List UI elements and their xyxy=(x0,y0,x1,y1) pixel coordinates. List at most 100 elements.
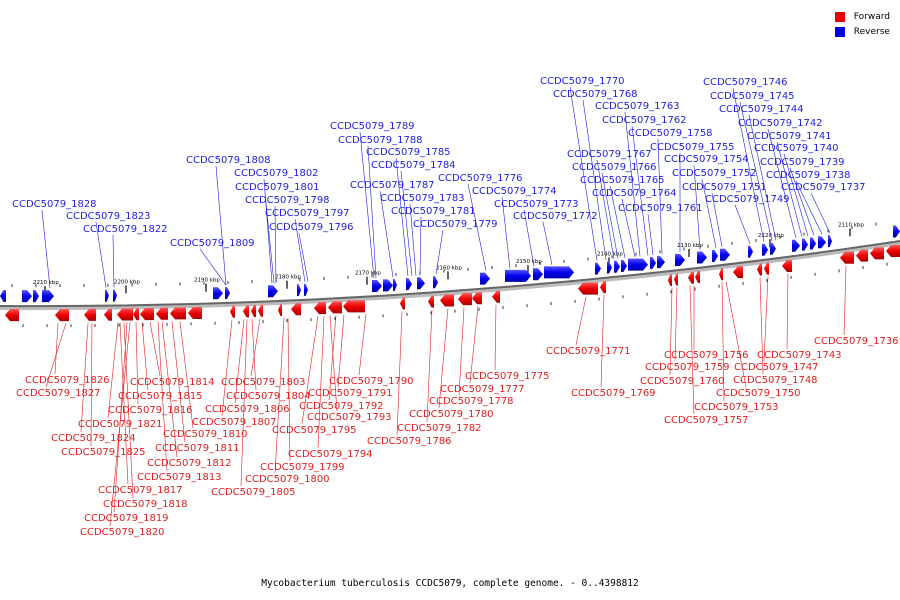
forward-leader-line xyxy=(287,317,291,462)
reverse-gene-label: CCDC5079_1761 xyxy=(618,203,703,214)
reverse-gene-arrow xyxy=(650,256,656,269)
reverse-gene-arrow xyxy=(770,242,776,255)
reverse-gene-label: CCDC5079_1740 xyxy=(754,143,839,154)
forward-leader-line xyxy=(458,307,465,396)
forward-gene-label: CCDC5079_1743 xyxy=(757,350,842,361)
reverse-gene-arrow xyxy=(607,261,612,274)
forward-gene-label: CCDC5079_1800 xyxy=(245,474,330,485)
forward-gene-label: CCDC5079_1786 xyxy=(367,436,452,447)
reverse-gene-arrow xyxy=(22,290,32,303)
reverse-leader-line xyxy=(199,248,227,286)
forward-gene-arrow xyxy=(428,295,434,308)
reverse-gene-label: CCDC5079_1749 xyxy=(705,194,790,205)
reverse-gene-arrow xyxy=(304,283,308,296)
tick-layer: 2210 kbp 2200 kbp 2190 kbp 2180 kbp 2170 kbp… xyxy=(33,222,864,295)
forward-leader-line xyxy=(149,321,161,377)
forward-gene-arrow xyxy=(258,304,263,317)
reverse-gene-arrow xyxy=(657,256,665,269)
forward-gene-arrow xyxy=(695,271,700,284)
forward-gene-arrow xyxy=(492,290,500,303)
forward-gene-label: CCDC5079_1736 xyxy=(814,336,899,347)
reverse-leader-line xyxy=(435,229,444,275)
reverse-gene-label: CCDC5079_1796 xyxy=(269,222,354,233)
forward-gene-label: CCDC5079_1819 xyxy=(84,513,169,524)
forward-gene-label: CCDC5079_1803 xyxy=(221,377,306,388)
reverse-gene-label: CCDC5079_1768 xyxy=(553,89,638,100)
reverse-gene-arrow xyxy=(480,272,490,285)
reverse-leader-line xyxy=(523,209,535,267)
forward-gene-arrow xyxy=(243,305,249,318)
reverse-gene-label: CCDC5079_1802 xyxy=(234,168,319,179)
forward-gene-arrow xyxy=(668,274,672,287)
genome-backbone xyxy=(0,240,900,308)
tick-label: 2110 kbp xyxy=(838,222,864,228)
forward-leader-line xyxy=(141,322,149,391)
legend-reverse-label: Reverse xyxy=(853,26,890,37)
reverse-gene-arrow xyxy=(297,284,301,297)
forward-leader-line xyxy=(135,322,139,405)
reverse-gene-label: CCDC5079_1739 xyxy=(760,157,845,168)
reverse-gene-label: CCDC5079_1763 xyxy=(595,101,680,112)
reverse-leader-line xyxy=(609,185,626,258)
forward-gene-arrow xyxy=(688,271,694,284)
reverse-gene-arrow xyxy=(621,260,627,273)
genome-backbone-shadow xyxy=(0,241,900,311)
reverse-gene-arrow xyxy=(595,262,601,275)
forward-leader-line xyxy=(426,309,433,423)
reverse-gene-label: CCDC5079_1742 xyxy=(738,118,823,129)
forward-leader-line xyxy=(317,315,325,449)
reverse-gene-label: CCDC5079_1765 xyxy=(580,175,665,186)
forward-gene-label: CCDC5079_1778 xyxy=(429,396,514,407)
reverse-leader-line xyxy=(409,203,417,276)
forward-gene-label: CCDC5079_1817 xyxy=(98,485,183,496)
reverse-leader-line xyxy=(274,205,277,284)
reverse-leader-line xyxy=(542,221,553,266)
forward-leader-line xyxy=(328,315,337,401)
forward-leader-line xyxy=(250,318,261,377)
forward-gene-label: CCDC5079_1816 xyxy=(108,405,193,416)
forward-gene-label: CCDC5079_1811 xyxy=(155,443,240,454)
reverse-gene-label: CCDC5079_1766 xyxy=(572,162,657,173)
forward-gene-arrow xyxy=(733,266,743,279)
reverse-leader-line xyxy=(582,99,607,260)
reverse-leader-line xyxy=(748,114,777,241)
reverse-gene-arrow xyxy=(33,290,39,303)
forward-gene-arrow xyxy=(856,249,868,262)
reverse-gene-label: CCDC5079_1779 xyxy=(413,219,498,230)
forward-gene-label: CCDC5079_1782 xyxy=(397,423,482,434)
forward-gene-label: CCDC5079_1821 xyxy=(78,419,163,430)
reverse-gene-label: CCDC5079_1762 xyxy=(602,115,687,126)
reverse-gene-arrow xyxy=(893,225,900,238)
reverse-gene-label: CCDC5079_1809 xyxy=(170,238,255,249)
forward-gene-label: CCDC5079_1804 xyxy=(226,391,311,402)
reverse-gene-label: CCDC5079_1744 xyxy=(719,104,804,115)
forward-gene-label: CCDC5079_1818 xyxy=(103,499,188,510)
reverse-gene-arrow xyxy=(810,237,816,250)
forward-leader-line xyxy=(759,277,764,375)
forward-swatch xyxy=(834,11,845,22)
forward-leader-line xyxy=(786,273,789,350)
reverse-leader-line xyxy=(631,125,649,256)
reverse-gene-arrow xyxy=(505,269,531,282)
forward-gene-label: CCDC5079_1750 xyxy=(716,388,801,399)
reverse-gene-label: CCDC5079_1801 xyxy=(235,182,320,193)
forward-leader-line xyxy=(358,313,367,376)
reverse-gene-label: CCDC5079_1808 xyxy=(186,155,271,166)
reverse-gene-label: CCDC5079_1787 xyxy=(350,180,435,191)
reverse-swatch xyxy=(834,26,845,37)
reverse-leader-line xyxy=(739,101,773,241)
forward-leader-line xyxy=(119,322,129,485)
forward-gene-label: CCDC5079_1771 xyxy=(546,346,631,357)
reverse-leader-line xyxy=(734,204,751,244)
forward-leader-line xyxy=(109,322,131,527)
forward-gene-label: CCDC5079_1775 xyxy=(465,371,550,382)
label-layer: CCDC5079_1828CCDC5079_1823CCDC5079_1822C… xyxy=(12,76,899,538)
reverse-gene-arrow xyxy=(748,245,753,258)
forward-gene-label: CCDC5079_1813 xyxy=(137,472,222,483)
reverse-leader-line xyxy=(601,172,619,259)
forward-gene-label: CCDC5079_1807 xyxy=(192,417,277,428)
reverse-gene-label: CCDC5079_1774 xyxy=(472,186,557,197)
reverse-gene-label: CCDC5079_1770 xyxy=(540,76,625,87)
reverse-gene-label: CCDC5079_1751 xyxy=(682,182,767,193)
forward-gene-arrow xyxy=(719,268,723,281)
